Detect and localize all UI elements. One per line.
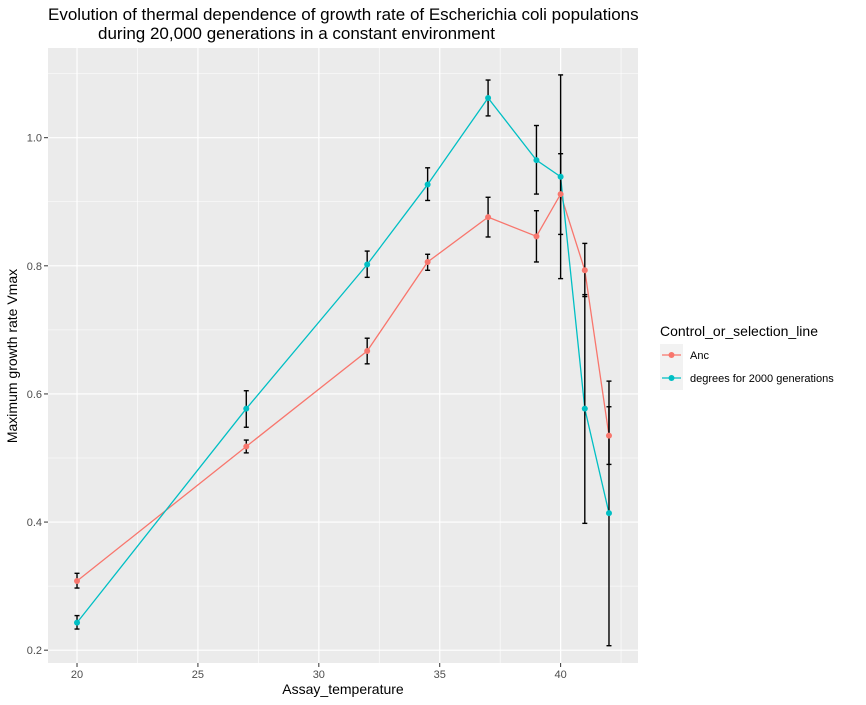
x-tick-label: 20 bbox=[71, 669, 83, 681]
x-axis-title: Assay_temperature bbox=[282, 681, 404, 697]
x-tick-label: 40 bbox=[554, 669, 566, 681]
legend-label: degrees for 2000 generations bbox=[690, 373, 834, 385]
x-tick-label: 30 bbox=[313, 669, 325, 681]
data-point bbox=[581, 405, 588, 412]
data-point bbox=[557, 191, 564, 198]
data-point bbox=[424, 258, 431, 265]
data-point bbox=[605, 510, 612, 517]
chart-title-line-2: during 20,000 generations in a constant … bbox=[98, 24, 495, 43]
y-tick-label: 1.0 bbox=[27, 133, 42, 145]
legend-label: Anc bbox=[690, 350, 709, 362]
y-tick-label: 0.6 bbox=[27, 389, 42, 401]
legend-items: Anc degrees for 2000 generations bbox=[660, 344, 834, 390]
legend-key-point bbox=[668, 352, 675, 358]
data-point bbox=[557, 173, 564, 180]
data-point bbox=[74, 619, 81, 626]
y-axis-ticks: 0.2 0.4 0.6 0.8 1.0 bbox=[27, 133, 48, 657]
chart-title-line-1: Evolution of thermal dependence of growt… bbox=[48, 5, 639, 24]
x-axis-ticks: 20 25 30 35 40 bbox=[71, 663, 567, 681]
data-point bbox=[364, 348, 371, 355]
data-point bbox=[364, 261, 371, 268]
y-tick-label: 0.8 bbox=[27, 261, 42, 273]
y-tick-label: 0.2 bbox=[27, 645, 42, 657]
data-point bbox=[424, 181, 431, 188]
data-point bbox=[581, 267, 588, 274]
legend-item-1: degrees for 2000 generations bbox=[660, 367, 834, 390]
data-point bbox=[533, 157, 540, 164]
legend: Control_or_selection_line Anc degrees for… bbox=[660, 323, 834, 390]
legend-item-0: Anc bbox=[660, 344, 709, 367]
data-point bbox=[485, 214, 492, 221]
data-point bbox=[74, 578, 81, 584]
plot-panel bbox=[48, 48, 638, 663]
legend-key-point bbox=[668, 375, 675, 381]
legend-title: Control_or_selection_line bbox=[660, 323, 818, 339]
data-point bbox=[485, 94, 492, 101]
data-points bbox=[74, 94, 612, 626]
data-point bbox=[243, 443, 250, 450]
y-axis-title: Maximum growth rate Vmax bbox=[4, 269, 20, 443]
x-tick-label: 25 bbox=[192, 669, 204, 681]
data-point bbox=[533, 233, 540, 240]
y-tick-label: 0.4 bbox=[27, 517, 42, 529]
x-tick-label: 35 bbox=[434, 669, 446, 681]
grid bbox=[48, 48, 638, 663]
data-point bbox=[605, 432, 612, 439]
data-point bbox=[243, 405, 250, 412]
error-bars bbox=[74, 74, 612, 647]
